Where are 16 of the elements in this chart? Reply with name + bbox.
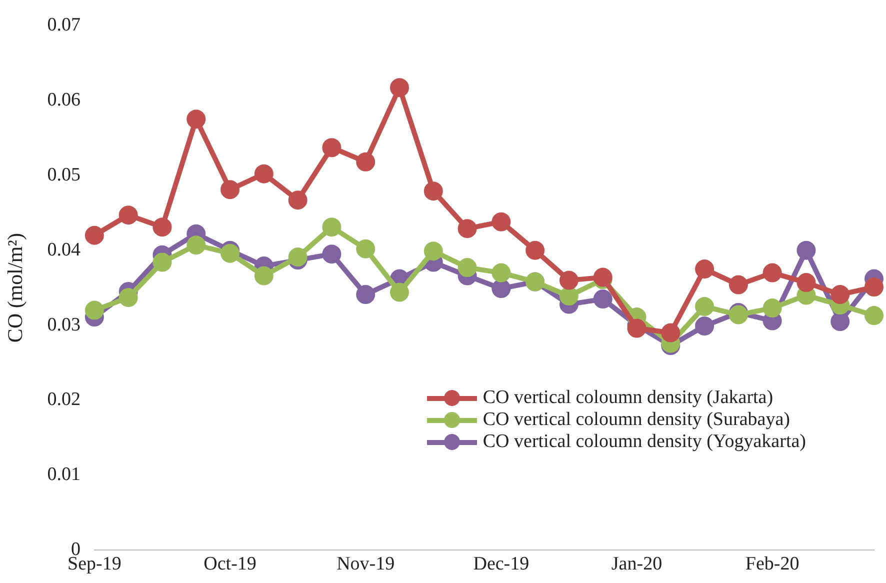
y-tick-label: 0.06 <box>47 89 80 110</box>
x-tick-label: Jan-20 <box>611 554 662 575</box>
x-tick-label: Oct-19 <box>204 554 256 575</box>
x-tick-label: Dec-19 <box>473 554 530 575</box>
y-tick-label: 0.01 <box>47 464 80 486</box>
legend-label: CO vertical coloumn density (Jakarta) <box>482 387 774 409</box>
x-tick-label: Nov-19 <box>336 554 395 575</box>
y-tick-label: 0.03 <box>47 314 80 336</box>
y-tick-label: 0.04 <box>47 239 81 260</box>
y-tick-label: 0.05 <box>47 164 80 186</box>
legend-label: CO vertical coloumn density (Surabaya) <box>482 409 790 431</box>
y-tick-label: 0.07 <box>47 14 80 36</box>
y-tick-label: 0.02 <box>47 389 80 410</box>
legend-label: CO vertical coloumn density (Yogyakarta) <box>482 431 806 453</box>
x-tick-label: Feb-20 <box>745 554 800 575</box>
y-axis-title: CO (mol/m²) <box>3 233 28 343</box>
